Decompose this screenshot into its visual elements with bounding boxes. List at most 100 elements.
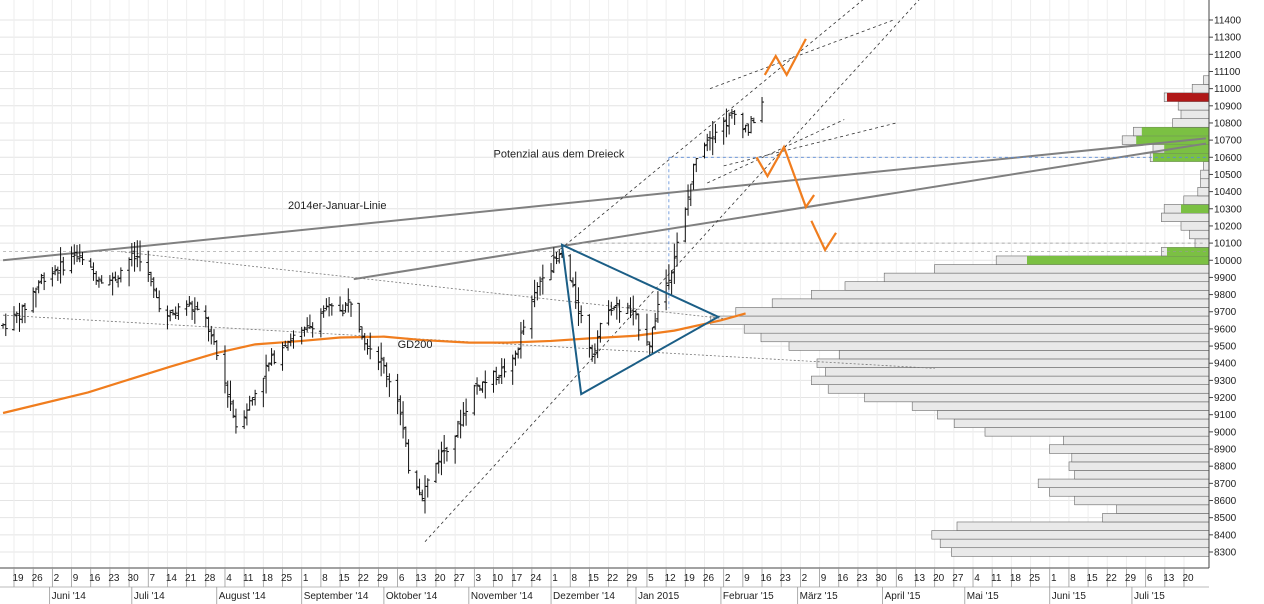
profile-bar xyxy=(825,367,1210,377)
profile-bar xyxy=(1197,187,1210,197)
profile-bar xyxy=(788,341,1210,351)
x-tick-label: 30 xyxy=(128,573,140,584)
x-tick-label: 19 xyxy=(12,573,24,584)
price-series xyxy=(1,96,765,514)
x-axis-background xyxy=(0,568,1209,604)
y-tick-label: 10800 xyxy=(1214,118,1242,129)
x-tick-label: 13 xyxy=(914,573,926,584)
x-tick-label: 29 xyxy=(377,573,389,584)
projection-mid xyxy=(755,144,816,210)
upper-trend-line xyxy=(353,142,1207,281)
x-tick-label: 10 xyxy=(492,573,504,584)
x-tick-label: 20 xyxy=(434,573,446,584)
x-tick-label: 1 xyxy=(303,573,309,584)
profile-bar xyxy=(1180,221,1210,231)
annotation-januar: 2014er-Januar-Linie xyxy=(288,200,386,212)
month-label: Februar '15 xyxy=(723,591,774,602)
upper-dotted-line xyxy=(120,251,724,320)
y-tick-label: 10500 xyxy=(1214,170,1242,181)
x-tick-label: 20 xyxy=(1182,573,1194,584)
y-tick-label: 10400 xyxy=(1214,187,1242,198)
profile-bar xyxy=(1161,212,1210,222)
x-tick-label: 9 xyxy=(73,573,79,584)
x-tick-label: 15 xyxy=(1087,573,1099,584)
y-tick-label: 11100 xyxy=(1214,67,1241,78)
upper-channel-line xyxy=(709,19,894,90)
x-tick-label: 27 xyxy=(454,573,466,584)
x-tick-label: 26 xyxy=(32,573,44,584)
profile-bar xyxy=(1191,84,1210,94)
profile-bar xyxy=(1200,178,1210,188)
profile-bar xyxy=(816,358,1210,368)
x-tick-label: 6 xyxy=(898,573,904,584)
profile-bar xyxy=(1200,169,1210,180)
lower-dotted-line xyxy=(3,314,935,369)
profile-bar xyxy=(1049,487,1210,497)
profile-bar xyxy=(760,332,1210,343)
x-tick-label: 2 xyxy=(802,573,808,584)
profile-bar xyxy=(839,350,1210,360)
x-tick-label: 5 xyxy=(648,573,654,584)
y-tick-label: 10700 xyxy=(1214,136,1242,147)
y-tick-label: 8600 xyxy=(1214,496,1237,507)
profile-bar xyxy=(1183,195,1210,205)
profile-bar xyxy=(844,281,1210,291)
y-tick-label: 8700 xyxy=(1214,479,1237,490)
x-tick-label: 22 xyxy=(607,573,619,584)
wedge-line xyxy=(707,119,845,184)
y-tick-label: 11300 xyxy=(1214,33,1242,44)
x-tick-label: 2 xyxy=(54,573,60,584)
y-tick-label: 8500 xyxy=(1214,513,1237,524)
x-tick-label: 23 xyxy=(856,573,868,584)
y-tick-label: 8400 xyxy=(1214,530,1237,541)
y-axis: 8300 8400 8500 8600 8700 8800 8900 9000 9100 9200… xyxy=(1208,0,1264,604)
x-tick-label: 9 xyxy=(821,573,827,584)
x-tick-label: 12 xyxy=(665,573,677,584)
profile-bar xyxy=(1071,453,1210,463)
x-tick-label: 7 xyxy=(149,573,155,584)
profile-bar xyxy=(771,298,1210,308)
x-tick-label: 6 xyxy=(399,573,405,584)
x-tick-label: 22 xyxy=(358,573,370,584)
profile-bar xyxy=(811,289,1210,300)
volume-profile xyxy=(710,75,1210,557)
x-tick-label: 21 xyxy=(185,573,197,584)
channel-lower-line xyxy=(424,0,920,542)
x-tick-label: 30 xyxy=(876,573,888,584)
x-tick-label: 4 xyxy=(226,573,232,584)
month-label: März '15 xyxy=(800,591,838,602)
x-tick-label: 2 xyxy=(725,573,731,584)
x-tick-label: 24 xyxy=(530,573,542,584)
x-tick-label: 27 xyxy=(952,573,964,584)
profile-bar-highlight xyxy=(1164,144,1209,153)
gd200-series xyxy=(2,312,746,415)
x-tick-label: 8 xyxy=(322,573,328,584)
x-tick-label: 6 xyxy=(1147,573,1153,584)
y-tick-label: 11400 xyxy=(1214,16,1242,27)
profile-bar xyxy=(953,418,1210,428)
annotation-gd200: GD200 xyxy=(398,339,433,351)
x-tick-label: 26 xyxy=(703,573,715,584)
x-tick-label: 18 xyxy=(262,573,274,584)
x-tick-label: 3 xyxy=(476,573,482,584)
x-tick-label: 16 xyxy=(837,573,849,584)
x-tick-label: 29 xyxy=(626,573,638,584)
profile-bar xyxy=(939,538,1210,549)
x-tick-label: 23 xyxy=(108,573,120,584)
x-tick-label: 8 xyxy=(1070,573,1076,584)
channel-upper-line xyxy=(550,0,864,258)
profile-bar xyxy=(735,307,1210,317)
y-tick-label: 9200 xyxy=(1214,393,1237,404)
profile-bar xyxy=(710,315,1210,325)
x-tick-label: 15 xyxy=(588,573,600,584)
profile-bar-highlight xyxy=(1027,255,1209,265)
profile-bar-highlight xyxy=(1136,135,1209,145)
profile-bar xyxy=(931,530,1210,540)
x-tick-label: 16 xyxy=(760,573,772,584)
x-tick-label: 29 xyxy=(1125,573,1137,584)
month-label: Mai '15 xyxy=(967,591,999,602)
y-tick-label: 9300 xyxy=(1214,376,1237,387)
month-label: Oktober '14 xyxy=(386,591,438,602)
y-tick-label: 9100 xyxy=(1214,410,1237,421)
